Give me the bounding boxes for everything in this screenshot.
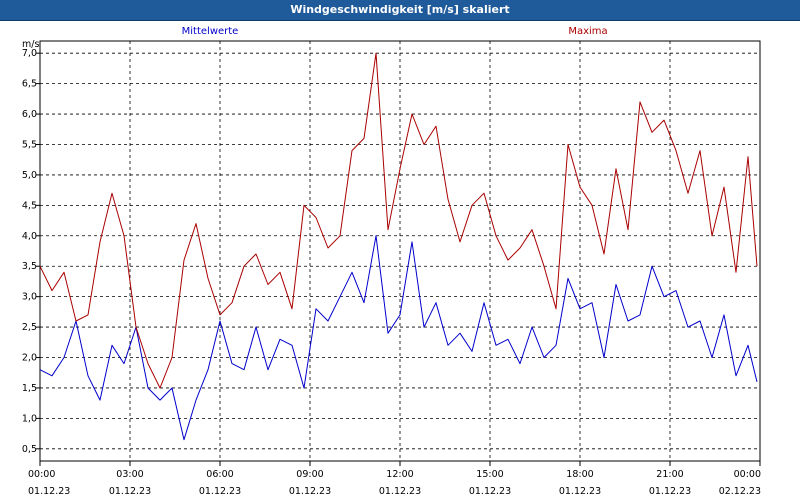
x-tick-date: 01.12.23 [28, 486, 70, 497]
y-tick-label: 1,0 [22, 413, 37, 424]
data-lines [39, 52, 758, 441]
x-tick-time: 15:00 [476, 469, 503, 480]
x-tick-date: 01.12.23 [379, 486, 421, 497]
y-tick-label: 5,5 [22, 139, 37, 150]
y-axis-label: m/s [22, 39, 39, 50]
legend-mittelwerte: Mittelwerte [182, 26, 239, 37]
y-tick-label: 4,0 [22, 231, 37, 242]
x-tick-time: 06:00 [206, 469, 233, 480]
y-tick-label: 4,5 [22, 200, 37, 211]
x-tick-time: 09:00 [296, 469, 323, 480]
x-tick-time: 21:00 [656, 469, 683, 480]
axis-ticks: 0,5 1,0 1,5 2,0 2,5 3,0 3,5 4,0 4,5 5,0 5,5 6,0 6,5 7… [22, 48, 761, 497]
series-line-maxima [39, 52, 758, 389]
x-tick-date: 01.12.23 [199, 486, 241, 497]
y-tick-label: 3,5 [22, 261, 37, 272]
title-bar: Windgeschwindigkeit [m/s] skaliert [0, 0, 800, 21]
chart-title: Windgeschwindigkeit [m/s] skaliert [290, 3, 510, 16]
x-tick-date: 01.12.23 [289, 486, 331, 497]
x-tick-date: 01.12.23 [109, 486, 151, 497]
x-tick-date: 01.12.23 [469, 486, 511, 497]
grid-lines [40, 41, 760, 461]
x-tick-time: 00:00 [734, 469, 761, 480]
y-tick-label: 2,0 [22, 353, 37, 364]
legend-maxima: Maxima [568, 26, 607, 37]
y-tick-label: 2,5 [22, 322, 37, 333]
series-line-mittelwerte [39, 235, 758, 441]
y-tick-label: 6,5 [22, 79, 37, 90]
y-tick-label: 7,0 [22, 48, 37, 59]
y-tick-label: 5,0 [22, 170, 37, 181]
y-tick-label: 1,5 [22, 383, 37, 394]
x-tick-time: 03:00 [116, 469, 143, 480]
wind-speed-chart: 0,5 1,0 1,5 2,0 2,5 3,0 3,5 4,0 4,5 5,0 5,5 6,0 6,5 7… [22, 26, 761, 497]
x-tick-date: 01.12.23 [649, 486, 691, 497]
x-tick-date: 01.12.23 [559, 486, 601, 497]
y-tick-label: 3,0 [22, 292, 37, 303]
x-tick-time: 12:00 [386, 469, 413, 480]
y-tick-label: 0,5 [22, 444, 37, 455]
x-tick-date: 02.12.23 [719, 486, 761, 497]
x-tick-time: 18:00 [566, 469, 593, 480]
x-tick-time: 00:00 [28, 469, 55, 480]
y-tick-label: 6,0 [22, 109, 37, 120]
